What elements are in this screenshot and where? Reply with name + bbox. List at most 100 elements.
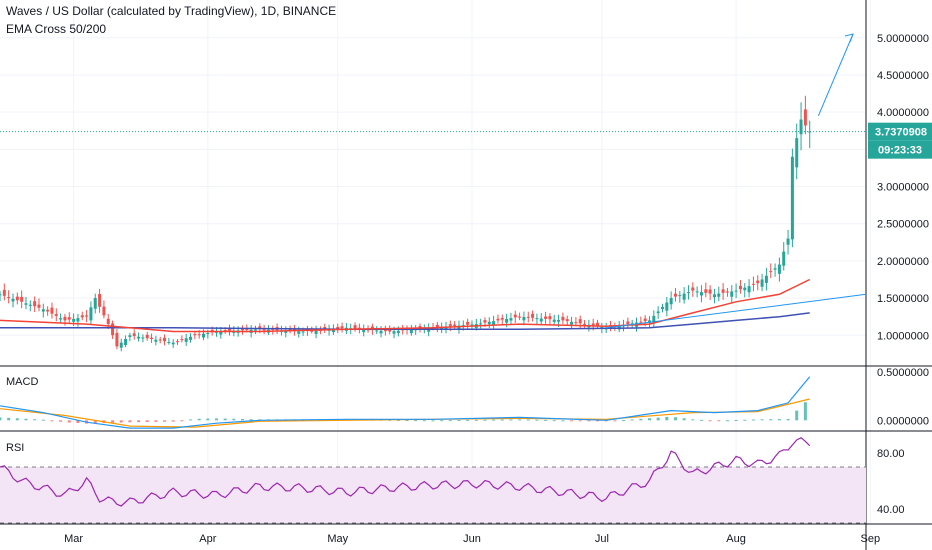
candle-body: [388, 328, 392, 332]
candle-body: [392, 331, 396, 334]
macd-histogram-bar: [154, 420, 158, 422]
candle-body: [362, 329, 366, 333]
macd-histogram-bar: [33, 419, 37, 421]
candle-body: [223, 329, 227, 332]
candle-body: [505, 318, 509, 323]
candle-body: [119, 342, 123, 348]
macd-histogram-bar: [526, 419, 530, 421]
candle-body: [33, 301, 37, 307]
macd-tick-label: 0.5000000: [877, 367, 929, 379]
candle-body: [513, 314, 517, 318]
macd-histogram-bar: [448, 420, 452, 422]
macd-histogram-bar: [128, 420, 132, 423]
candle-body: [492, 321, 496, 325]
macd-pane-label[interactable]: MACD: [6, 376, 39, 388]
candle-body: [743, 287, 747, 291]
candle-body: [444, 326, 448, 330]
macd-histogram-bar: [691, 419, 695, 421]
candle-body: [245, 328, 249, 330]
macd-histogram-bar: [457, 420, 461, 422]
candle-body: [310, 330, 314, 332]
candle-body: [24, 303, 28, 305]
candle-body: [323, 326, 327, 330]
candle-body: [137, 336, 141, 339]
candle-body: [106, 318, 110, 325]
candle-body: [669, 298, 673, 305]
macd-histogram-bar: [630, 419, 634, 421]
macd-histogram-bar: [232, 418, 236, 421]
candle-body: [526, 316, 530, 318]
macd-histogram-bar: [500, 419, 504, 421]
y-tick-label: 2.0000000: [877, 256, 929, 268]
macd-histogram-bar: [171, 420, 175, 422]
macd-histogram-bar: [215, 418, 218, 421]
macd-histogram-bar: [119, 420, 123, 423]
macd-histogram-bar: [396, 419, 400, 421]
candle-body: [37, 304, 41, 308]
candle-body: [673, 293, 677, 297]
y-tick-label: 2.5000000: [877, 219, 929, 231]
macd-histogram-bar: [137, 420, 141, 423]
candle-body: [227, 328, 231, 331]
macd-histogram-bar: [699, 419, 703, 421]
candle-body: [0, 294, 2, 296]
macd-histogram-bar: [518, 419, 522, 421]
macd-histogram-bar: [639, 418, 643, 421]
macd-histogram-bar: [474, 419, 478, 421]
candle-body: [453, 324, 457, 326]
candle-body: [583, 323, 587, 325]
candle-body: [11, 298, 15, 302]
candle-body: [790, 156, 794, 240]
candle-body: [717, 293, 721, 297]
candle-body: [570, 321, 574, 325]
candle-body: [704, 289, 708, 293]
macd-histogram-bar: [587, 420, 591, 422]
candle-body: [730, 291, 734, 297]
candle-body: [656, 311, 660, 314]
macd-histogram-bar: [492, 419, 496, 421]
chart-title: Waves / US Dollar (calculated by Trading…: [6, 4, 337, 18]
candle-body: [769, 271, 773, 273]
candle-body: [150, 337, 154, 339]
projection-arrowhead: [844, 33, 854, 43]
rsi-pane-label[interactable]: RSI: [6, 442, 25, 454]
candle-body: [357, 327, 361, 329]
candle-body: [353, 325, 357, 329]
candle-body: [682, 293, 686, 300]
candle-body: [180, 339, 184, 341]
macd-histogram-bar: [24, 418, 28, 421]
candle-body: [115, 332, 119, 347]
candle-body: [509, 318, 513, 321]
candle-body: [435, 324, 439, 328]
candle-body: [470, 324, 474, 326]
candle-body: [466, 321, 470, 325]
candle-body: [777, 264, 781, 274]
y-tick-label: 5.0000000: [877, 33, 929, 45]
macd-histogram-bar: [665, 416, 669, 421]
candle-body: [15, 296, 19, 301]
candle-body: [262, 329, 266, 331]
macd-histogram-bar: [717, 420, 721, 422]
candle-body: [154, 339, 158, 342]
x-tick-label: Jun: [463, 533, 481, 545]
candle-body: [145, 334, 149, 339]
ema-200-line: [0, 312, 810, 331]
candle-body: [660, 306, 664, 309]
candle-body: [448, 324, 452, 327]
macd-histogram-bar: [803, 402, 807, 421]
candle-body: [799, 119, 803, 135]
candle-body: [89, 307, 93, 321]
candle-body: [63, 316, 67, 321]
candle-body: [691, 287, 695, 291]
macd-histogram-bar: [405, 420, 409, 422]
macd-histogram-bar: [0, 417, 2, 421]
candle-body: [686, 292, 690, 294]
countdown-value: 09:23:33: [878, 145, 922, 157]
indicator-label[interactable]: EMA Cross 50/200: [6, 22, 107, 36]
candle-body: [695, 291, 699, 293]
candle-body: [2, 289, 6, 296]
candle-body: [46, 309, 50, 312]
macd-histogram-bar: [751, 419, 755, 421]
candle-body: [284, 330, 288, 333]
